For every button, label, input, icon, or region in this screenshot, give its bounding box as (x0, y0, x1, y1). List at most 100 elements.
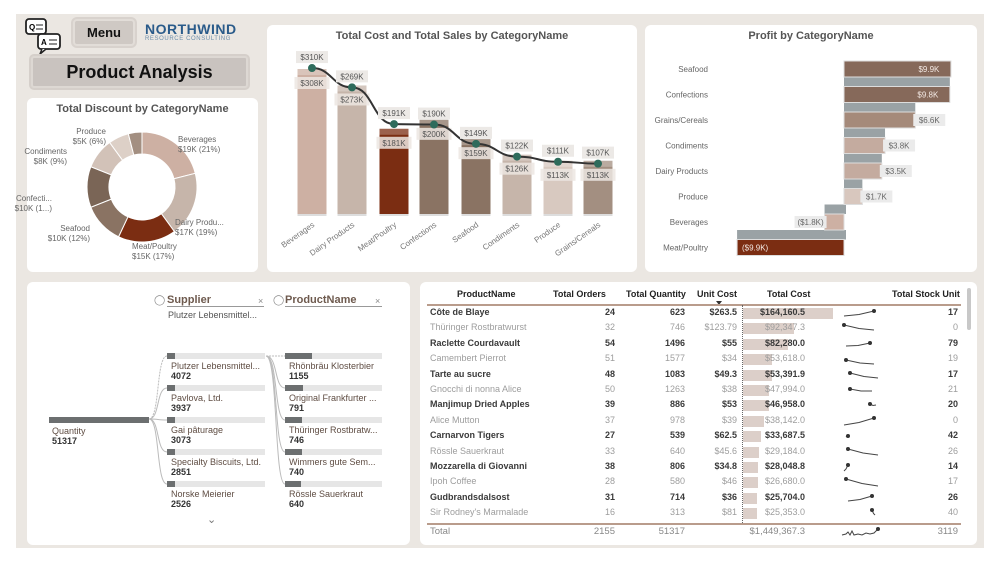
logo-text: NORTHWIND (145, 21, 237, 37)
product-name-cell: Côte de Blaye (430, 307, 490, 317)
product-remove-icon[interactable]: × (375, 296, 381, 306)
product-name-cell: Alice Mutton (430, 414, 480, 425)
sparkline-path (849, 372, 879, 379)
product-bar[interactable] (285, 481, 382, 487)
menu-button[interactable]: Menu (73, 19, 135, 46)
qa-chat-icon[interactable]: Q A (24, 17, 64, 55)
donut-slice[interactable] (127, 131, 143, 156)
supplier-bar[interactable] (167, 481, 265, 487)
supplier-node[interactable]: Plutzer Lebensmittel... 4072 (171, 361, 267, 381)
column-header[interactable]: Total Stock Unit (892, 289, 960, 299)
profit-data-label: ($9.9K) (742, 244, 769, 253)
sparkline-marker (868, 402, 872, 407)
product-bar[interactable] (285, 417, 382, 423)
total-cost-cell: $82,280.0 (764, 337, 805, 348)
supplier-bar[interactable] (167, 353, 265, 359)
orders-cell: 32 (604, 322, 615, 333)
bar-data-label: $113K (587, 171, 610, 180)
stock-cell: 19 (947, 353, 958, 364)
profit-category-label: Grains/Cereals (655, 116, 708, 125)
unit-cost-cell: $53 (721, 399, 737, 410)
column-header[interactable]: Unit Cost (697, 289, 737, 299)
supplier-value: 3937 (171, 403, 192, 413)
orders-cell: 50 (604, 384, 615, 394)
sort-descending-icon[interactable] (716, 301, 722, 305)
cost-bar-cap (379, 128, 409, 135)
sales-marker (308, 64, 316, 73)
table-scrollbar[interactable] (967, 288, 971, 330)
unit-cost-cell: $45.6 (714, 445, 737, 456)
profit-connector (844, 128, 886, 138)
product-node[interactable]: Rössle Sauerkraut 640 (289, 489, 385, 509)
sparkline-path (843, 324, 875, 331)
sparkline-marker (846, 446, 850, 451)
product-node[interactable]: Wimmers gute Sem... 740 (289, 457, 385, 477)
root-bar[interactable] (49, 417, 149, 423)
supplier-bar[interactable] (167, 417, 265, 423)
sparkline-marker (872, 309, 876, 313)
profit-data-label: $9.8K (917, 91, 939, 100)
sales-line (311, 67, 599, 165)
orders-cell: 54 (604, 337, 615, 348)
bar-data-label: $308K (300, 79, 324, 88)
product-name-cell: Tarte au sucre (430, 368, 491, 379)
product-node[interactable]: Original Frankfurter ... 791 (289, 393, 385, 413)
product-bar[interactable] (285, 449, 382, 455)
expand-more-chevron-icon[interactable]: ⌄ (207, 514, 217, 526)
sparkline (843, 415, 876, 426)
donut-label-value: $5K (6%) (72, 137, 106, 146)
root-node[interactable]: Quantity 51317 (52, 426, 86, 446)
bar-axis (742, 305, 743, 523)
total-cost-databar (743, 338, 789, 350)
supplier-node[interactable]: Gai pâturage 3073 (171, 425, 267, 445)
supplier-node[interactable]: Specialty Biscuits, Ltd. 2851 (171, 457, 267, 477)
column-header[interactable]: ProductName (457, 289, 516, 299)
bar-base (502, 214, 532, 216)
line-data-label: $107K (586, 149, 610, 158)
quantity-cell: 714 (669, 491, 685, 502)
supplier-level-header[interactable]: Supplier (167, 294, 264, 307)
donut-label-value: $10K (1...) (14, 204, 52, 213)
column-header[interactable]: Total Orders (553, 289, 606, 299)
supplier-remove-icon[interactable]: × (258, 296, 264, 306)
line-data-label: $190K (422, 110, 446, 119)
product-value: 1155 (289, 371, 309, 381)
stock-cell: 17 (947, 368, 958, 379)
product-lightbulb-icon[interactable]: ◯ (273, 295, 285, 306)
total-cost-cell: $25,353.0 (764, 507, 805, 518)
stock-cell: 40 (947, 507, 958, 518)
profit-category-label: Meat/Poultry (663, 244, 708, 253)
sparkline-marker (846, 463, 850, 467)
quantity-cell: 313 (669, 507, 685, 518)
product-connector (265, 355, 286, 421)
bar-base (419, 214, 449, 216)
column-header[interactable]: Total Quantity (626, 289, 686, 299)
supplier-node[interactable]: Pavlova, Ltd. 3937 (171, 393, 267, 413)
column-header[interactable]: Total Cost (767, 289, 811, 299)
profit-connector (844, 153, 882, 163)
supplier-bar[interactable] (167, 449, 265, 455)
product-bar[interactable] (285, 353, 382, 359)
product-level-header[interactable]: ProductName (285, 294, 382, 307)
product-name: Wimmers gute Sem... (289, 457, 376, 467)
sparkline-path (843, 417, 875, 426)
product-name-cell: Camembert Pierrot (430, 353, 507, 364)
product-node[interactable]: Thüringer Rostbratw... 746 (289, 425, 385, 445)
donut-data-label: Confecti... $10K (1...) (8, 194, 52, 214)
profit-bar (843, 60, 952, 78)
supplier-node[interactable]: Norske Meierier 2526 (171, 489, 267, 509)
product-connector (265, 355, 286, 485)
line-data-label: $149K (464, 129, 488, 138)
supplier-connector (148, 418, 168, 485)
unit-cost-cell: $81 (721, 507, 737, 518)
supplier-lightbulb-icon[interactable]: ◯ (154, 295, 166, 306)
product-name-cell: Gudbrandsdalsost (430, 491, 510, 502)
donut-data-label: Dairy Produ... $17K (19%) (175, 218, 224, 238)
supplier-bar[interactable] (167, 385, 265, 391)
profit-data-label: $3.8K (889, 142, 911, 151)
product-bar[interactable] (285, 385, 382, 391)
unit-cost-cell: $36 (721, 491, 737, 502)
product-node[interactable]: Rhönbräu Klosterbier 1155 (289, 361, 385, 381)
stock-cell: 17 (947, 476, 958, 487)
stock-cell: 21 (947, 384, 958, 394)
